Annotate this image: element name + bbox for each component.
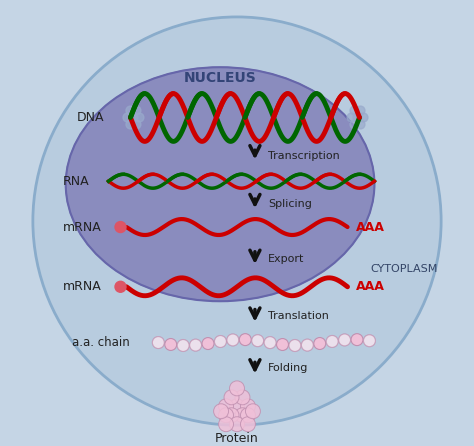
Text: Transcription: Transcription (268, 151, 339, 161)
Circle shape (126, 106, 135, 115)
Circle shape (364, 335, 375, 347)
Circle shape (289, 339, 301, 351)
Circle shape (219, 399, 234, 414)
Circle shape (240, 408, 255, 423)
Circle shape (353, 113, 362, 122)
Circle shape (356, 106, 365, 115)
Circle shape (214, 335, 227, 347)
Text: AAA: AAA (356, 280, 384, 293)
Circle shape (246, 404, 260, 419)
Circle shape (229, 399, 245, 414)
Text: AAA: AAA (356, 220, 384, 234)
Circle shape (132, 106, 141, 115)
Text: Folding: Folding (268, 363, 308, 373)
Text: mRNA: mRNA (63, 280, 102, 293)
Text: a.a. chain: a.a. chain (72, 336, 129, 349)
Circle shape (350, 106, 359, 115)
Ellipse shape (66, 67, 374, 301)
Circle shape (235, 390, 250, 405)
Circle shape (132, 120, 141, 129)
Circle shape (115, 222, 126, 232)
Circle shape (347, 113, 356, 122)
Circle shape (301, 339, 313, 351)
Text: mRNA: mRNA (63, 220, 102, 234)
Circle shape (364, 335, 375, 347)
Circle shape (33, 17, 441, 425)
Circle shape (224, 390, 239, 405)
Circle shape (190, 339, 201, 351)
Circle shape (227, 334, 239, 346)
Circle shape (219, 408, 234, 423)
Circle shape (152, 337, 164, 348)
Text: RNA: RNA (63, 175, 89, 188)
Circle shape (240, 417, 255, 432)
Circle shape (129, 113, 138, 122)
Circle shape (350, 120, 359, 129)
Circle shape (219, 417, 234, 432)
Circle shape (314, 338, 326, 350)
Text: Export: Export (268, 254, 304, 264)
Circle shape (356, 120, 365, 129)
Circle shape (152, 337, 164, 348)
Circle shape (126, 120, 135, 129)
Circle shape (252, 334, 264, 347)
Text: Splicing: Splicing (268, 199, 312, 209)
Circle shape (240, 399, 255, 414)
Circle shape (264, 337, 276, 349)
Text: DNA: DNA (77, 111, 104, 124)
Text: Translation: Translation (268, 311, 329, 321)
Circle shape (190, 339, 201, 351)
Text: Protein: Protein (215, 432, 259, 445)
Circle shape (252, 334, 264, 347)
Text: NUCLEUS: NUCLEUS (184, 70, 256, 85)
Circle shape (289, 339, 301, 351)
Circle shape (202, 338, 214, 350)
Circle shape (301, 339, 313, 351)
Circle shape (229, 417, 245, 432)
Circle shape (326, 335, 338, 347)
Circle shape (276, 339, 289, 351)
Circle shape (115, 281, 126, 292)
Circle shape (224, 408, 239, 423)
Circle shape (227, 334, 239, 346)
Circle shape (123, 113, 132, 122)
Circle shape (214, 404, 228, 419)
Circle shape (229, 381, 245, 396)
Circle shape (235, 408, 250, 423)
Circle shape (177, 339, 189, 351)
Circle shape (338, 334, 351, 346)
Circle shape (214, 335, 227, 347)
Circle shape (338, 334, 351, 346)
Circle shape (359, 113, 368, 122)
Circle shape (264, 337, 276, 349)
Circle shape (351, 334, 363, 346)
Circle shape (239, 334, 251, 346)
Circle shape (177, 339, 189, 351)
Text: CYTOPLASM: CYTOPLASM (371, 264, 438, 274)
Circle shape (165, 339, 177, 351)
Circle shape (326, 335, 338, 347)
Circle shape (135, 113, 144, 122)
